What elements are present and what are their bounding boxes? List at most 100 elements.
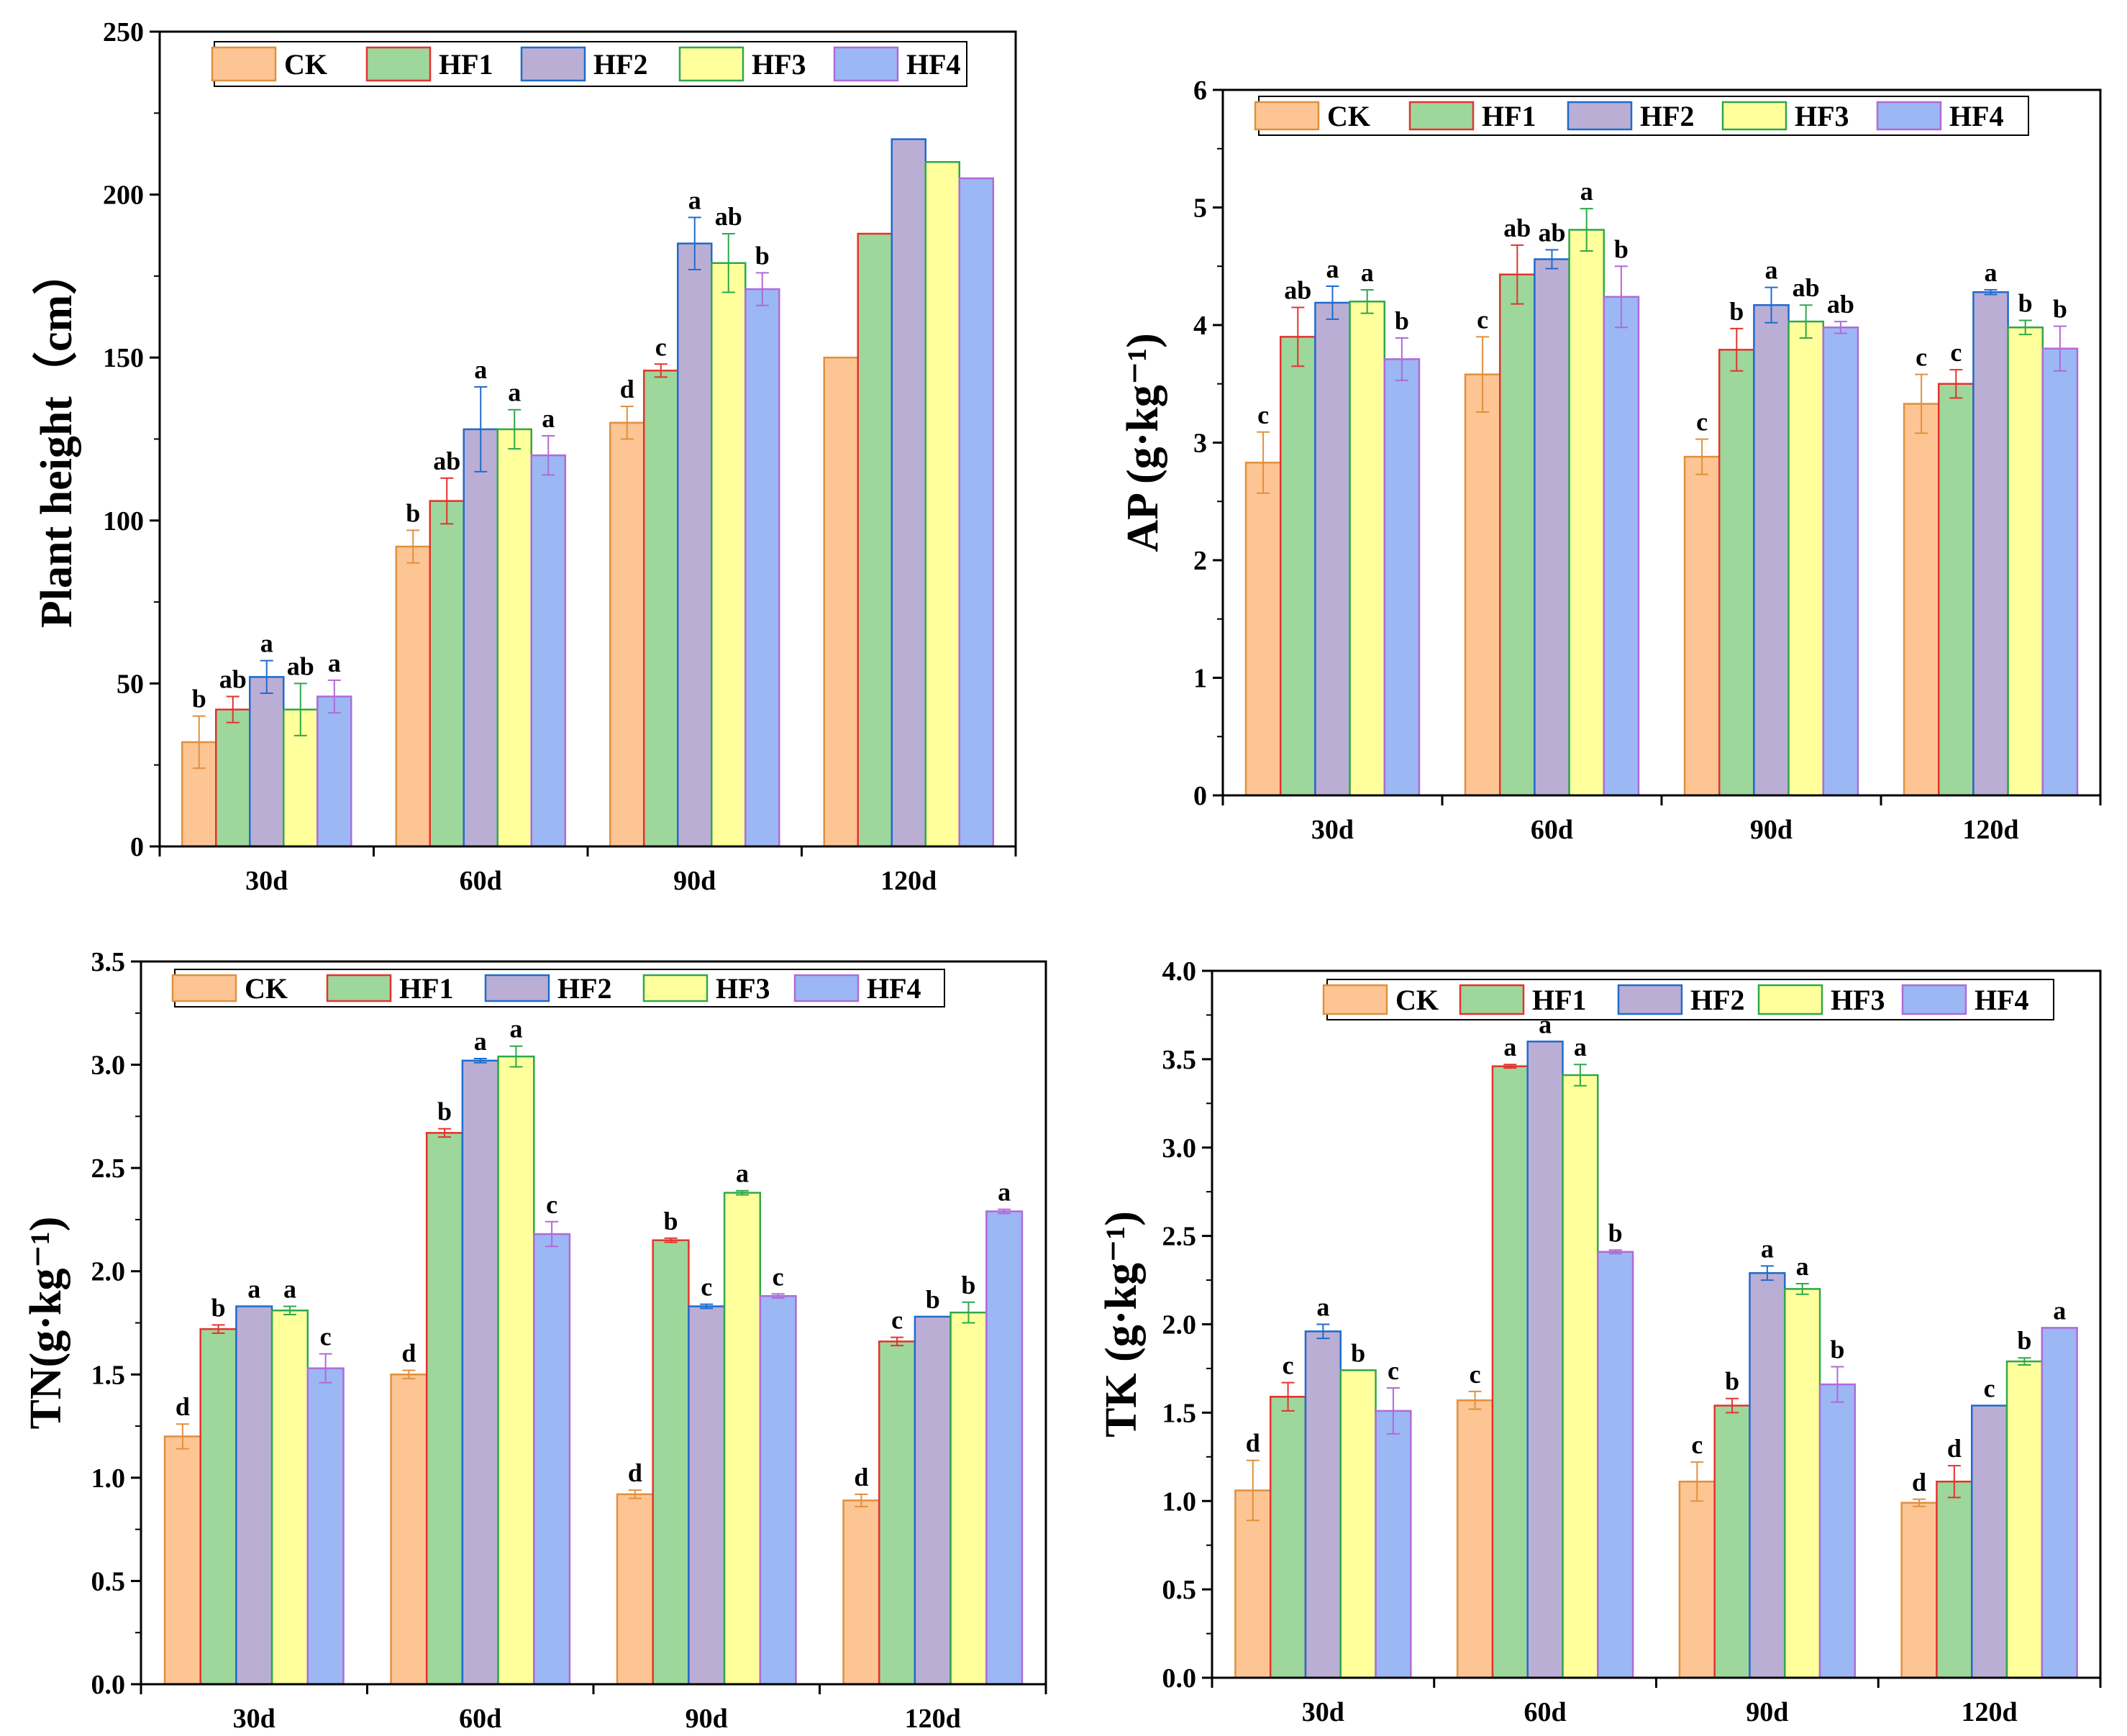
bar-hf3-120d [2007, 326, 2044, 797]
significance-label: a [508, 378, 521, 407]
bar-hf4-90d [759, 1294, 797, 1686]
bar-hf1-90d [652, 1239, 690, 1686]
error-bar [1281, 1381, 1295, 1412]
y-tick-label: 50 [117, 669, 144, 699]
bar-hf2-60d [1526, 1041, 1564, 1679]
significance-label: c [773, 1262, 784, 1291]
error-bar [509, 1045, 523, 1068]
y-tick-label: 4.0 [1162, 956, 1197, 987]
error-bar [1326, 285, 1339, 320]
error-bar [1764, 286, 1778, 324]
significance-label: a [688, 186, 701, 214]
legend-label-hf4: HF4 [1949, 100, 2004, 132]
legend-label-hf4: HF4 [867, 972, 921, 1005]
bar-hf4-120d [2041, 1327, 2078, 1679]
y-tick-label: 2.0 [91, 1257, 126, 1287]
bar-hf1-120d [878, 1340, 916, 1686]
bar-hf1-30d [1269, 1396, 1307, 1679]
significance-label: b [664, 1207, 678, 1235]
significance-label: c [1388, 1356, 1399, 1385]
x-tick-label: 60d [1524, 1697, 1567, 1727]
x-tick-label: 120d [1962, 1697, 2018, 1727]
legend-swatch-ck [171, 974, 237, 1002]
error-bar [735, 1189, 749, 1196]
significance-label: b [1614, 234, 1629, 263]
bar-hf1-90d [1718, 349, 1755, 797]
bar-hf2-120d [1972, 291, 2009, 797]
y-tick-label: 0.5 [91, 1566, 126, 1596]
error-bar [962, 1301, 975, 1324]
bar-hf4-30d [1383, 358, 1421, 797]
error-bar [327, 679, 341, 714]
legend-swatch-hf1 [1408, 101, 1475, 131]
legend-swatch-hf2 [484, 974, 550, 1002]
significance-label: b [406, 498, 420, 527]
significance-label: d [176, 1392, 190, 1421]
bar-hf2-90d [676, 242, 713, 848]
bar-hf4-60d [533, 1233, 571, 1686]
bar-hf1-60d [425, 1132, 464, 1686]
error-bar [620, 406, 634, 440]
error-bar [755, 272, 769, 306]
significance-label: c [701, 1273, 712, 1302]
bar-ck-120d [1900, 1502, 1938, 1679]
significance-label: ab [1827, 290, 1854, 319]
y-tick-label: 3.5 [91, 947, 126, 977]
bar-hf4-30d [316, 695, 352, 848]
error-bar [319, 1353, 332, 1384]
bar-hf4-90d [1822, 326, 1859, 797]
error-bar [721, 232, 735, 293]
legend-swatch-hf1 [326, 974, 392, 1002]
significance-label: b [192, 685, 206, 713]
y-axis-title: Plant height（cm） [31, 250, 81, 628]
error-bar [1831, 1366, 1844, 1403]
error-bar [1316, 1323, 1330, 1340]
y-tick-label: 3.0 [91, 1051, 126, 1081]
significance-label: a [1580, 177, 1593, 206]
error-bar [1913, 1498, 1926, 1507]
legend-label-hf2: HF2 [557, 972, 612, 1005]
legend-swatch-hf3 [678, 46, 744, 82]
x-tick-label: 60d [459, 1704, 501, 1734]
bar-hf2-30d [1314, 301, 1351, 797]
bar-hf3-60d [1562, 1074, 1599, 1679]
significance-label: ab [219, 665, 247, 694]
legend-label-hf3: HF3 [1795, 100, 1849, 132]
error-bar [226, 695, 240, 723]
significance-label: a [1765, 256, 1778, 285]
bar-hf2-30d [1304, 1330, 1342, 1679]
bar-hf1-60d [1498, 273, 1536, 797]
x-tick-label: 90d [686, 1704, 728, 1734]
significance-label: d [1246, 1429, 1260, 1458]
significance-label: c [1283, 1351, 1294, 1380]
significance-label: a [1574, 1033, 1587, 1061]
error-bar [1580, 208, 1593, 252]
y-tick-label: 2 [1193, 546, 1207, 576]
bar-hf4-120d [2041, 347, 2079, 797]
error-bar [1799, 304, 1813, 339]
bar-hf1-30d [214, 708, 251, 848]
y-tick-label: 0.0 [1162, 1663, 1197, 1694]
x-tick-label: 120d [1962, 815, 2018, 845]
legend-swatch-hf1 [365, 46, 432, 82]
legend: CK HF1 HF2 HF3 HF4 [171, 969, 945, 1008]
bar-ck-120d [1903, 403, 1940, 797]
y-axis-title: TK (g·kg⁻¹) [1097, 1211, 1146, 1438]
bar-hf2-60d [1534, 258, 1570, 797]
significance-label: a [2053, 1296, 2066, 1325]
legend-label-hf4: HF4 [906, 48, 961, 81]
legend-swatch-hf1 [1459, 984, 1525, 1015]
y-tick-label: 2.0 [1162, 1310, 1197, 1340]
bar-ck-60d [1464, 373, 1501, 797]
y-tick-label: 4 [1193, 311, 1207, 341]
legend-label-hf3: HF3 [716, 972, 770, 1005]
x-tick-label: 120d [880, 866, 937, 896]
x-tick-label: 120d [905, 1704, 961, 1734]
error-bar [1545, 249, 1559, 270]
error-bar [998, 1208, 1011, 1215]
error-bar [1760, 1265, 1774, 1282]
bar-hf2-30d [235, 1305, 273, 1686]
bar-hf3-90d [723, 1192, 762, 1686]
error-bar [1291, 306, 1305, 367]
legend-label-hf4: HF4 [1975, 984, 2029, 1016]
